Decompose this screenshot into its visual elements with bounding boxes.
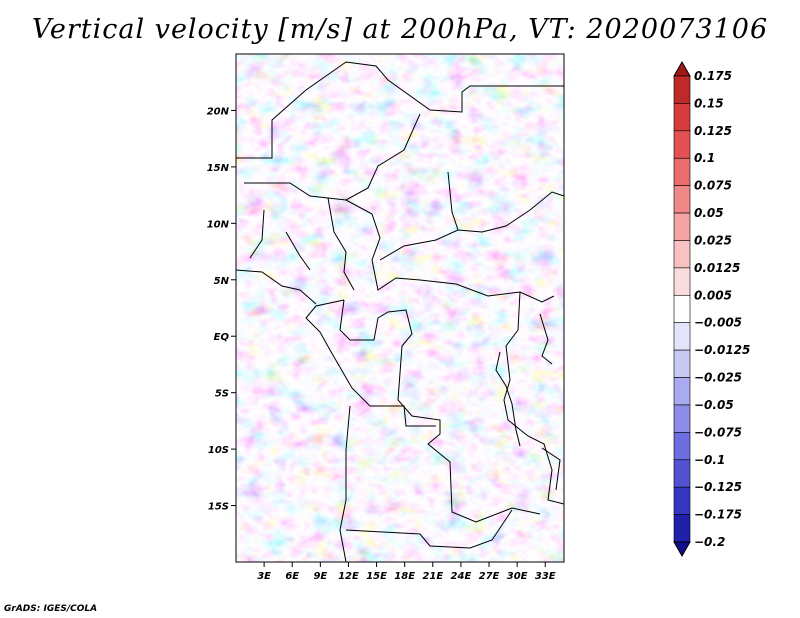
x-tick-label: 9E (313, 571, 327, 582)
y-tick-label: 20N (207, 106, 230, 117)
y-tick-label: 5S (215, 389, 229, 400)
colorbar-level-label: 0.125 (694, 124, 732, 138)
y-tick-label: EQ (214, 332, 230, 343)
colorbar-segment (673, 349, 691, 378)
colorbar-segment (673, 185, 691, 214)
colorbar-segment (673, 294, 691, 324)
colorbar-level-label: 0.0125 (694, 261, 740, 275)
y-tick-label: 10N (207, 219, 230, 230)
colorbar-segment (673, 103, 691, 132)
colorbar-level-label: 0.05 (694, 206, 724, 220)
colorbar-segment (673, 432, 691, 461)
x-tick-label: 3E (257, 571, 271, 582)
y-axis: 20N 15N 10N 5N EQ 5S 10S 15S (207, 106, 236, 513)
colorbar-segment (673, 75, 691, 104)
country-boundaries (236, 61, 564, 562)
colorbar-level-label: −0.005 (694, 316, 742, 330)
colorbar-top-extend (673, 60, 691, 77)
colorbar-segment (673, 486, 691, 515)
x-tick-label: 12E (338, 571, 359, 582)
colorbar-level-label: −0.1 (694, 453, 725, 467)
colorbar-level-label: 0.175 (694, 69, 732, 83)
colorbar-level-label: 0.15 (694, 96, 724, 110)
colorbar-segment (673, 240, 691, 269)
y-tick-label: 15S (208, 502, 229, 513)
y-tick-label: 15N (207, 163, 230, 174)
chart-title: Vertical velocity [m/s] at 200hPa, VT: 2… (31, 14, 769, 45)
colorbar-segment (673, 377, 691, 406)
colorbar-level-label: 0.1 (694, 151, 715, 165)
y-tick-label: 10S (208, 445, 229, 456)
colorbar-segment (673, 157, 691, 186)
x-tick-label: 15E (366, 571, 387, 582)
colorbar-level-label: −0.05 (694, 398, 734, 412)
colorbar-segment (673, 514, 691, 543)
plot-area (235, 53, 565, 563)
x-tick-label: 18E (394, 571, 415, 582)
colorbar-level-label: −0.075 (694, 425, 742, 439)
x-tick-label: 33E (535, 571, 556, 582)
colorbar-level-label: −0.025 (694, 371, 742, 385)
colorbar-segment (673, 130, 691, 159)
x-tick-label: 6E (285, 571, 299, 582)
y-tick-label: 5N (214, 276, 230, 287)
colorbar-segment (673, 459, 691, 488)
colorbar-level-label: −0.175 (694, 508, 742, 522)
colorbar-level-label: −0.2 (694, 535, 725, 549)
plot-frame (235, 53, 565, 563)
x-tick-label: 24E (451, 571, 472, 582)
x-axis: 3E 6E 9E 12E 15E 18E 21E 24E 27E 30E 33E (257, 562, 556, 582)
colorbar-level-label: 0.005 (694, 288, 732, 302)
colorbar-level-label: 0.075 (694, 179, 732, 193)
colorbar-segment (673, 267, 691, 296)
credit-text: GrADS: IGES/COLA (4, 604, 98, 614)
x-tick-label: 27E (479, 571, 500, 582)
x-tick-label: 21E (422, 571, 443, 582)
colorbar: 0.175 0.15 0.125 0.1 0.075 0.05 0.025 0.0125 0.0… (673, 60, 750, 558)
colorbar-segment (673, 322, 691, 351)
colorbar-segment (673, 212, 691, 241)
colorbar-level-label: −0.125 (694, 480, 742, 494)
colorbar-bottom-extend (673, 541, 691, 558)
colorbar-segment (673, 404, 691, 433)
velocity-field (236, 54, 564, 562)
colorbar-level-label: −0.0125 (694, 343, 750, 357)
x-tick-label: 30E (507, 571, 528, 582)
colorbar-level-label: 0.025 (694, 233, 732, 247)
